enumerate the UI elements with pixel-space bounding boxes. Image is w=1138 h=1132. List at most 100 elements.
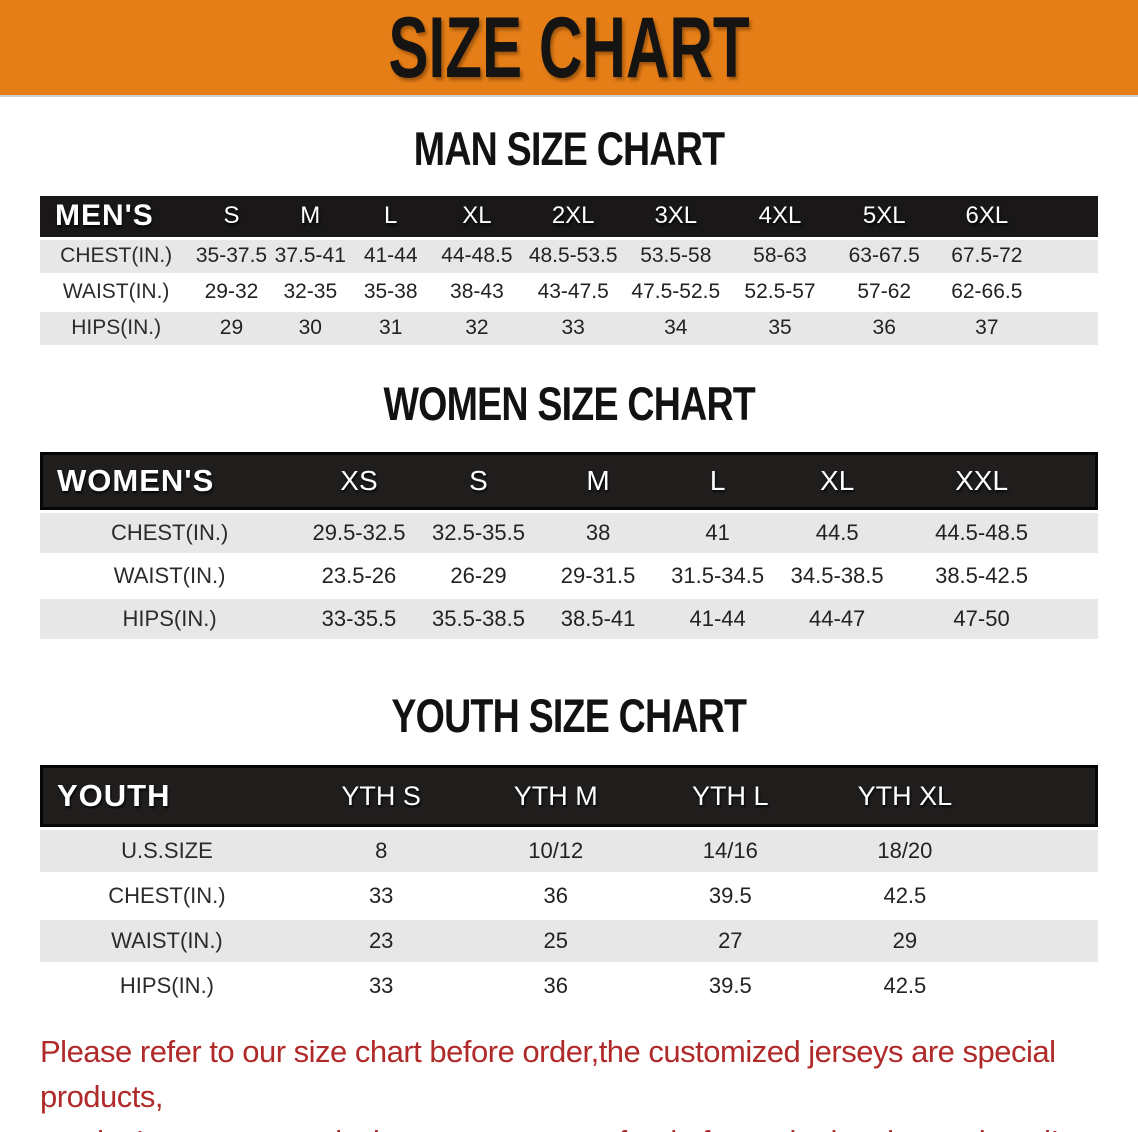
youth-header-row: YOUTH YTH S YTH M YTH L YTH XL [40, 765, 1098, 828]
row-label: WAIST(IN.) [40, 275, 193, 309]
cell-value: 48.5-53.5 [522, 239, 624, 273]
man-section-heading: MAN SIZE CHART [0, 123, 1138, 175]
row-label: U.S.SIZE [40, 830, 294, 873]
cell-value: 27 [643, 920, 818, 963]
cell-value: 23.5-26 [299, 556, 419, 597]
youth-col-s: YTH S [293, 765, 469, 828]
youth-ussize-row: U.S.SIZE 8 10/12 14/16 18/20 [40, 830, 1098, 873]
cell-value: 37 [936, 311, 1038, 345]
youth-size-table: YOUTH YTH S YTH M YTH L YTH XL U.S.SIZE … [40, 762, 1098, 1010]
spacer-cell [992, 765, 1098, 828]
cell-value: 29-32 [192, 275, 271, 309]
cell-value: 43-47.5 [522, 275, 624, 309]
cell-value: 35-37.5 [192, 239, 271, 273]
cell-value: 41-44 [657, 599, 778, 640]
cell-value: 44-47 [777, 599, 897, 640]
cell-value: 58-63 [727, 239, 833, 273]
size-chart-banner: SIZE CHART [0, 0, 1138, 97]
women-waist-row: WAIST(IN.) 23.5-26 26-29 29-31.5 31.5-34… [40, 556, 1098, 597]
spacer-cell [1066, 513, 1098, 554]
women-col-l: L [657, 452, 778, 511]
cell-value: 67.5-72 [936, 239, 1038, 273]
cell-value: 29.5-32.5 [299, 513, 419, 554]
disclaimer-line-1: Please refer to our size chart before or… [40, 1034, 1056, 1114]
cell-value: 34.5-38.5 [777, 556, 897, 597]
disclaimer-text: Please refer to our size chart before or… [40, 1030, 1098, 1132]
cell-value: 44.5-48.5 [896, 513, 1067, 554]
cell-value: 29-31.5 [538, 556, 658, 597]
cell-value: 36 [468, 965, 644, 1008]
cell-value: 44-48.5 [431, 239, 523, 273]
cell-value: 33 [522, 311, 624, 345]
youth-hips-row: HIPS(IN.) 33 36 39.5 42.5 [40, 965, 1098, 1008]
cell-value: 25 [468, 920, 644, 963]
banner-title: SIZE CHART [388, 0, 750, 96]
women-chest-row: CHEST(IN.) 29.5-32.5 32.5-35.5 38 41 44.… [40, 513, 1098, 554]
cell-value: 32.5-35.5 [418, 513, 539, 554]
cell-value: 39.5 [643, 965, 818, 1008]
cell-value: 32-35 [270, 275, 350, 309]
cell-value: 30 [270, 311, 350, 345]
cell-value: 36 [832, 311, 937, 345]
spacer-cell [992, 830, 1098, 873]
cell-value: 47-50 [896, 599, 1067, 640]
cell-value: 31.5-34.5 [657, 556, 778, 597]
youth-waist-row: WAIST(IN.) 23 25 27 29 [40, 920, 1098, 963]
cell-value: 8 [293, 830, 469, 873]
spacer-cell [1037, 195, 1098, 237]
men-col-4xl: 4XL [727, 195, 833, 237]
women-hips-row: HIPS(IN.) 33-35.5 35.5-38.5 38.5-41 41-4… [40, 599, 1098, 640]
cell-value: 34 [623, 311, 728, 345]
cell-value: 14/16 [643, 830, 818, 873]
row-label: CHEST(IN.) [40, 875, 294, 918]
spacer-cell [1066, 452, 1098, 511]
spacer-cell [992, 965, 1098, 1008]
men-col-2xl: 2XL [522, 195, 624, 237]
cell-value: 38.5-41 [538, 599, 658, 640]
cell-value: 42.5 [817, 965, 993, 1008]
men-header-row: MEN'S S M L XL 2XL 3XL 4XL 5XL 6XL [40, 195, 1098, 237]
cell-value: 38-43 [431, 275, 523, 309]
women-size-chart-title: WOMEN SIZE CHART [383, 376, 755, 430]
cell-value: 37.5-41 [270, 239, 350, 273]
women-col-xl: XL [777, 452, 897, 511]
cell-value: 36 [468, 875, 644, 918]
men-col-xl: XL [431, 195, 523, 237]
men-header-label: MEN'S [40, 195, 193, 237]
disclaimer-line-2: we don't accept cancel, change, teturn o… [40, 1120, 1098, 1132]
spacer-cell [992, 920, 1098, 963]
cell-value: 38.5-42.5 [896, 556, 1067, 597]
youth-col-m: YTH M [468, 765, 644, 828]
cell-value: 18/20 [817, 830, 993, 873]
men-col-5xl: 5XL [832, 195, 937, 237]
women-header-row: WOMEN'S XS S M L XL XXL [40, 452, 1098, 511]
women-size-table: WOMEN'S XS S M L XL XXL CHEST(IN.) 29.5-… [40, 449, 1098, 642]
women-col-xs: XS [299, 452, 419, 511]
cell-value: 35 [727, 311, 833, 345]
youth-chest-row: CHEST(IN.) 33 36 39.5 42.5 [40, 875, 1098, 918]
cell-value: 47.5-52.5 [623, 275, 728, 309]
row-label: CHEST(IN.) [40, 239, 193, 273]
cell-value: 10/12 [468, 830, 644, 873]
spacer-cell [992, 875, 1098, 918]
cell-value: 35.5-38.5 [418, 599, 539, 640]
cell-value: 57-62 [832, 275, 937, 309]
cell-value: 33 [293, 965, 469, 1008]
youth-header-label: YOUTH [40, 765, 294, 828]
women-header-label: WOMEN'S [40, 452, 300, 511]
cell-value: 44.5 [777, 513, 897, 554]
spacer-cell [1037, 311, 1098, 345]
cell-value: 62-66.5 [936, 275, 1038, 309]
cell-value: 41 [657, 513, 778, 554]
women-col-s: S [418, 452, 539, 511]
row-label: CHEST(IN.) [40, 513, 300, 554]
cell-value: 23 [293, 920, 469, 963]
women-section-heading: WOMEN SIZE CHART [0, 376, 1138, 430]
cell-value: 33 [293, 875, 469, 918]
man-size-chart-title: MAN SIZE CHART [413, 122, 725, 175]
youth-col-l: YTH L [643, 765, 818, 828]
spacer-cell [1037, 275, 1098, 309]
row-label: HIPS(IN.) [40, 599, 300, 640]
row-label: WAIST(IN.) [40, 920, 294, 963]
youth-col-xl: YTH XL [817, 765, 993, 828]
